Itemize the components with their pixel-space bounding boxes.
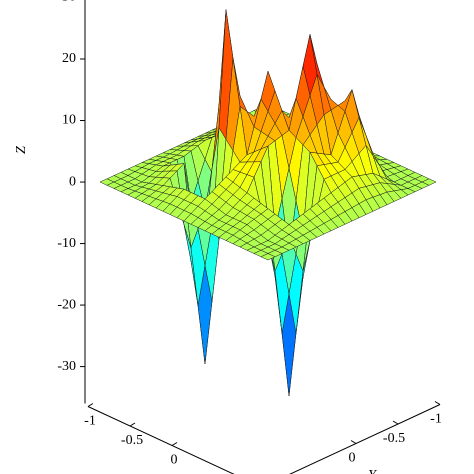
y-tick-label: 0 (349, 451, 356, 466)
y-axis-label: Y (368, 468, 378, 474)
y-tick (434, 401, 441, 405)
y-tick (392, 420, 399, 425)
z-tick-label: -30 (57, 359, 76, 374)
x-tick (171, 442, 178, 446)
x-tick-label: -1 (84, 414, 96, 429)
surface-patch (260, 253, 276, 261)
y-tick (350, 440, 357, 444)
z-tick-label: 20 (62, 51, 76, 66)
y-tick-label: -0.5 (383, 431, 405, 446)
z-tick-label: -20 (57, 297, 76, 312)
z-tick-label: 0 (69, 174, 76, 189)
y-tick-label: -1 (430, 412, 442, 427)
x-tick (87, 403, 94, 407)
surface (99, 9, 437, 397)
z-tick-label: 30 (62, 0, 76, 5)
z-tick-label: -10 (57, 236, 76, 251)
z-axis-label: Z (14, 146, 29, 154)
z-tick-label: 10 (62, 113, 76, 128)
x-tick (129, 422, 136, 427)
x-tick-label: 0 (171, 453, 178, 468)
x-tick-label: -0.5 (121, 433, 143, 448)
y-axis-line (289, 404, 441, 474)
